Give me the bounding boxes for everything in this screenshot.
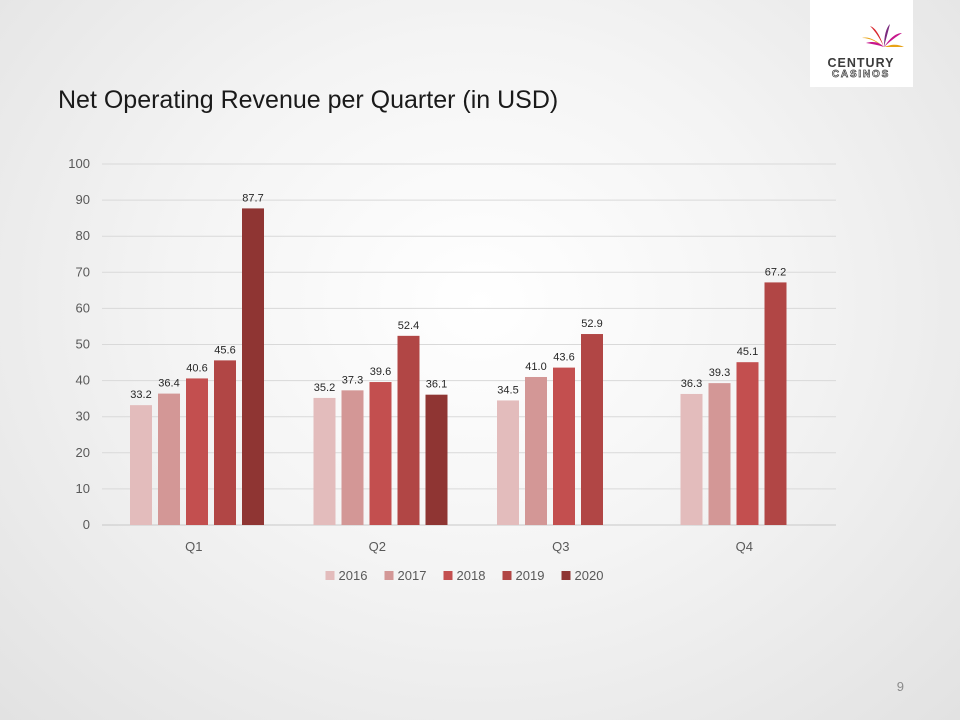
x-tick-label: Q4 <box>736 539 753 554</box>
legend-label: 2020 <box>575 568 604 583</box>
data-label: 45.1 <box>737 346 758 358</box>
bar-q4-2017 <box>708 383 731 525</box>
legend-swatch <box>384 571 394 580</box>
starburst-icon <box>862 24 904 47</box>
data-label: 34.5 <box>497 384 518 396</box>
legend: 2016 2017 2018 2019 2020 <box>325 568 604 583</box>
data-label: 87.7 <box>242 192 263 204</box>
y-axis-ticks: 0 10 20 30 40 50 60 70 80 90 100 <box>68 156 90 532</box>
data-label: 39.6 <box>370 366 391 378</box>
data-label: 36.1 <box>426 379 447 391</box>
legend-label: 2019 <box>516 568 545 583</box>
bar-q3-2019 <box>581 334 603 525</box>
y-tick-label: 50 <box>76 337 90 352</box>
y-tick-label: 70 <box>76 264 90 279</box>
logo-text-casinos: CASINOS <box>832 69 890 80</box>
data-label: 43.6 <box>553 352 574 364</box>
legend-label: 2018 <box>457 568 486 583</box>
bar-q4-2019 <box>764 282 787 525</box>
bar-q2-2016 <box>313 397 336 525</box>
bar-q1-2020 <box>242 208 264 525</box>
bar-q2-2018 <box>369 382 392 525</box>
y-tick-label: 10 <box>76 481 90 496</box>
legend-label: 2016 <box>339 568 368 583</box>
data-label: 41.0 <box>525 361 546 373</box>
bar-q1-2016 <box>130 405 152 525</box>
legend-swatch <box>502 571 512 580</box>
legend-label: 2017 <box>398 568 427 583</box>
y-tick-label: 40 <box>76 373 90 388</box>
bar-q1-2018 <box>186 378 208 525</box>
data-label: 36.3 <box>681 378 702 390</box>
bar-q4-2018 <box>736 362 759 525</box>
y-tick-label: 90 <box>76 192 90 207</box>
legend-swatch <box>325 571 335 580</box>
x-axis-ticks: Q1 Q2 Q3 Q4 <box>185 539 753 554</box>
legend-swatch <box>561 571 571 580</box>
slide-title: Net Operating Revenue per Quarter (in US… <box>58 86 559 114</box>
century-casinos-logo: CENTURY CASINOS <box>810 0 913 87</box>
page-number: 9 <box>896 679 904 694</box>
y-tick-label: 60 <box>76 300 90 315</box>
bar-q3-2018 <box>553 367 575 525</box>
data-label: 52.4 <box>398 320 419 332</box>
y-tick-label: 80 <box>76 228 90 243</box>
y-tick-label: 0 <box>83 517 90 532</box>
bar-q4-2016 <box>680 393 703 525</box>
data-label: 39.3 <box>709 367 730 379</box>
x-tick-label: Q3 <box>552 539 569 554</box>
x-tick-label: Q1 <box>185 539 202 554</box>
bar-q2-2020 <box>425 394 448 525</box>
data-label: 37.3 <box>342 374 363 386</box>
data-label: 52.9 <box>581 318 602 330</box>
bar-q3-2017 <box>525 376 547 525</box>
y-tick-label: 20 <box>76 445 90 460</box>
bar-q2-2017 <box>341 390 364 525</box>
bars <box>130 208 787 525</box>
bar-q1-2017 <box>158 393 180 525</box>
legend-swatch <box>443 571 453 580</box>
data-label: 35.2 <box>314 382 335 394</box>
x-tick-label: Q2 <box>369 539 386 554</box>
data-label: 67.2 <box>765 266 786 278</box>
bar-q2-2019 <box>397 335 420 525</box>
data-label: 45.6 <box>214 344 235 356</box>
data-label: 33.2 <box>130 389 151 401</box>
y-tick-label: 100 <box>68 156 90 171</box>
data-label: 40.6 <box>186 362 207 374</box>
data-labels: 33.2 36.4 40.6 45.6 87.7 35.2 37.3 39.6 52.4 36.1… <box>130 192 786 401</box>
logo-text-century: CENTURY <box>828 56 895 70</box>
data-label: 36.4 <box>158 378 179 390</box>
y-tick-label: 30 <box>76 409 90 424</box>
bar-q3-2016 <box>497 400 519 525</box>
bar-q1-2019 <box>214 360 236 525</box>
